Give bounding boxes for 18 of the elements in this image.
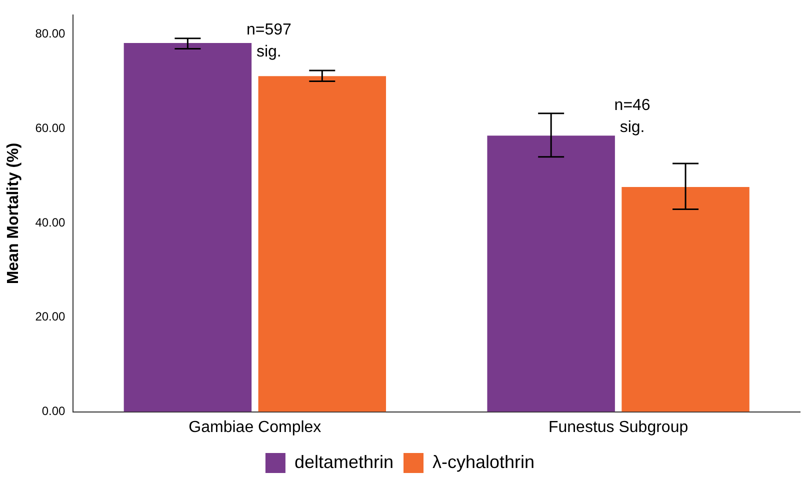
bar <box>258 76 386 412</box>
annotation: sig. <box>620 118 645 136</box>
x-tick-label: Gambiae Complex <box>188 418 322 436</box>
y-tick-label: 20.00 <box>35 310 66 324</box>
annotation: sig. <box>256 44 282 61</box>
x-tick-label: Funestus Subgroup <box>548 418 688 436</box>
annotation: n=46 <box>614 96 650 114</box>
bar <box>622 187 750 412</box>
legend-label: deltamethrin <box>294 452 394 472</box>
y-axis-title: Mean Mortality (%) <box>5 142 22 284</box>
y-tick-label: 80.00 <box>35 26 66 40</box>
y-tick-label: 40.00 <box>35 215 66 230</box>
bar <box>124 43 252 412</box>
bar <box>487 136 615 412</box>
y-tick-label: 60.00 <box>35 120 66 135</box>
legend-label: λ-cyhalothrin <box>432 452 535 472</box>
annotation: n=597 <box>246 22 292 39</box>
y-tick-label: 0.00 <box>42 404 66 418</box>
